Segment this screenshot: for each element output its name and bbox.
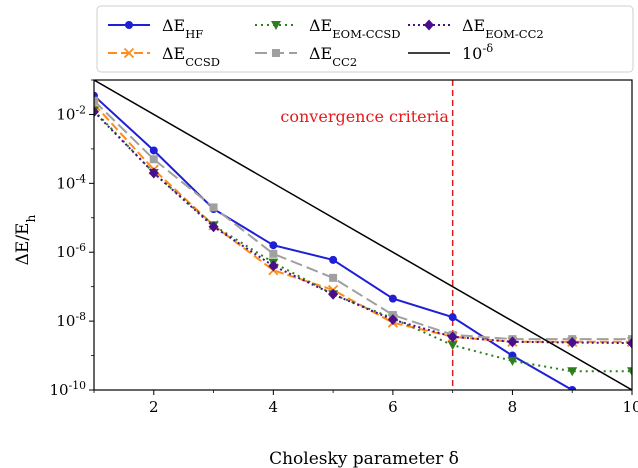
convergence-label: convergence criteria	[280, 107, 449, 126]
data-point	[628, 335, 632, 344]
series-line-3	[94, 99, 632, 341]
data-point	[447, 331, 458, 343]
x-tick-label: 4	[269, 398, 279, 416]
data-point	[269, 249, 278, 258]
data-point	[628, 420, 636, 428]
legend-entry-1: ΔECCSD	[108, 44, 220, 69]
legend-swatch-marker	[125, 21, 133, 29]
data-point	[568, 386, 577, 390]
data-point	[329, 255, 338, 264]
legend-entry-3: ΔECC2	[255, 44, 357, 69]
legend-swatch-marker	[271, 21, 281, 30]
series-1	[94, 98, 632, 347]
series-line-2	[94, 109, 632, 373]
legend-label: 10-δ	[462, 41, 493, 63]
legend-label: ΔECC2	[309, 44, 357, 69]
data-point	[94, 106, 99, 118]
legend-label: ΔEEOM-CCSD	[309, 16, 401, 41]
legend-entry-2: ΔEEOM-CCSD	[255, 16, 401, 41]
data-point	[627, 367, 632, 377]
legend-swatch-marker	[123, 47, 135, 59]
plot-area: convergence criteria	[94, 80, 636, 428]
data-point	[149, 155, 158, 164]
legend-label: ΔEHF	[162, 16, 203, 41]
series-line-5	[94, 80, 632, 390]
axes: 2 4 6 8 10 10-2 10-4 10-6 10-8 10-10	[50, 79, 638, 416]
legend-entry-5: 10-δ	[408, 41, 493, 63]
y-tick-label: 10-6	[56, 241, 86, 262]
data-point	[148, 167, 159, 179]
data-point	[507, 356, 518, 366]
data-point	[328, 288, 339, 300]
data-point	[507, 336, 518, 348]
y-axis-title: ΔE/Eh	[13, 215, 38, 266]
data-point	[567, 367, 578, 377]
plot-frame	[93, 79, 633, 391]
y-tick-label: 10-2	[56, 103, 86, 124]
x-axis-title: Cholesky parameter δ	[269, 449, 459, 468]
data-point	[448, 313, 457, 322]
data-point	[567, 336, 578, 348]
y-tick-label: 10-10	[50, 379, 87, 400]
data-point	[447, 341, 458, 351]
series-5	[94, 80, 632, 390]
series-0	[94, 91, 636, 428]
data-point	[388, 294, 397, 303]
legend-entry-4: ΔEEOM-CC2	[408, 16, 544, 41]
legend-swatch-marker	[424, 19, 434, 31]
x-tick-label: 8	[508, 398, 518, 416]
series-4	[94, 106, 632, 349]
data-point	[208, 221, 219, 233]
y-tick-label: 10-8	[56, 310, 86, 331]
series-line-0	[94, 94, 575, 390]
data-point	[209, 203, 218, 212]
series-line-4	[94, 111, 632, 345]
legend-box	[96, 5, 634, 73]
legend-label: ΔECCSD	[162, 44, 220, 69]
data-point	[627, 337, 632, 349]
data-point	[329, 273, 338, 282]
x-tick-label: 2	[149, 398, 159, 416]
legend-swatch-marker	[272, 49, 280, 57]
data-point	[387, 314, 398, 326]
x-tick-label: 10	[622, 398, 638, 416]
x-tick-label: 6	[388, 398, 398, 416]
series-2	[94, 106, 632, 377]
legend-entry-0: ΔEHF	[108, 16, 203, 41]
data-point	[268, 260, 279, 272]
data-point	[269, 241, 278, 250]
data-point	[94, 96, 98, 105]
plot-clip-group	[94, 80, 636, 428]
y-tick-label: 10-4	[56, 172, 86, 193]
data-point	[149, 146, 158, 155]
legend-label: ΔEEOM-CC2	[462, 16, 544, 41]
